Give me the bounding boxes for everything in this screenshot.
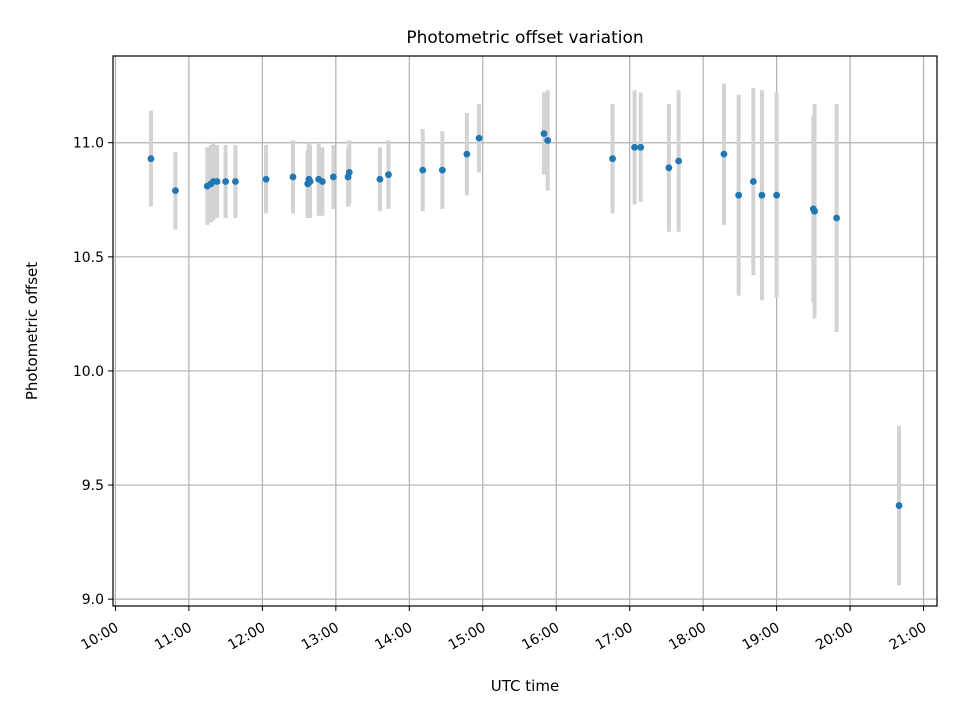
data-point: [637, 143, 645, 151]
data-point: [675, 157, 683, 165]
data-point: [329, 173, 337, 181]
chart-title: Photometric offset variation: [406, 28, 643, 48]
grid-layer: [113, 56, 937, 606]
data-point: [544, 137, 552, 144]
data-point: [213, 178, 221, 185]
data-point: [475, 134, 483, 142]
data-point: [895, 502, 903, 509]
y-tick-label: 11.0: [73, 136, 104, 152]
data-point: [758, 191, 766, 199]
point-layer: [147, 130, 903, 509]
y-tick-label: 9.5: [82, 478, 104, 494]
data-point: [833, 214, 841, 222]
data-point: [376, 175, 384, 183]
data-point: [720, 150, 728, 158]
x-axis-label: UTC time: [491, 677, 559, 695]
data-point: [232, 178, 239, 185]
data-point: [438, 166, 446, 174]
data-point: [631, 143, 638, 151]
data-point: [222, 178, 230, 185]
data-point: [665, 164, 673, 172]
data-point: [811, 207, 818, 215]
data-point: [345, 168, 353, 176]
data-point: [289, 173, 297, 181]
data-point: [147, 155, 155, 163]
plot-frame: [112, 55, 938, 607]
data-point: [172, 187, 179, 195]
y-tick-label: 10.0: [73, 364, 104, 380]
y-tick-layer: 9.0 9.5 10.0 10.5 11.0: [73, 136, 113, 608]
data-point: [262, 175, 270, 183]
data-point: [385, 171, 392, 179]
data-point: [609, 155, 616, 163]
data-point: [463, 150, 471, 158]
y-tick-label: 10.5: [73, 250, 104, 266]
data-point: [773, 191, 781, 199]
data-point: [749, 178, 757, 185]
y-tick-label: 9.0: [82, 592, 104, 608]
y-axis-label: Photometric offset: [23, 262, 41, 400]
data-point: [419, 166, 427, 174]
data-point: [318, 178, 326, 185]
data-point: [540, 130, 548, 137]
data-point: [735, 191, 743, 199]
data-point: [306, 178, 314, 185]
